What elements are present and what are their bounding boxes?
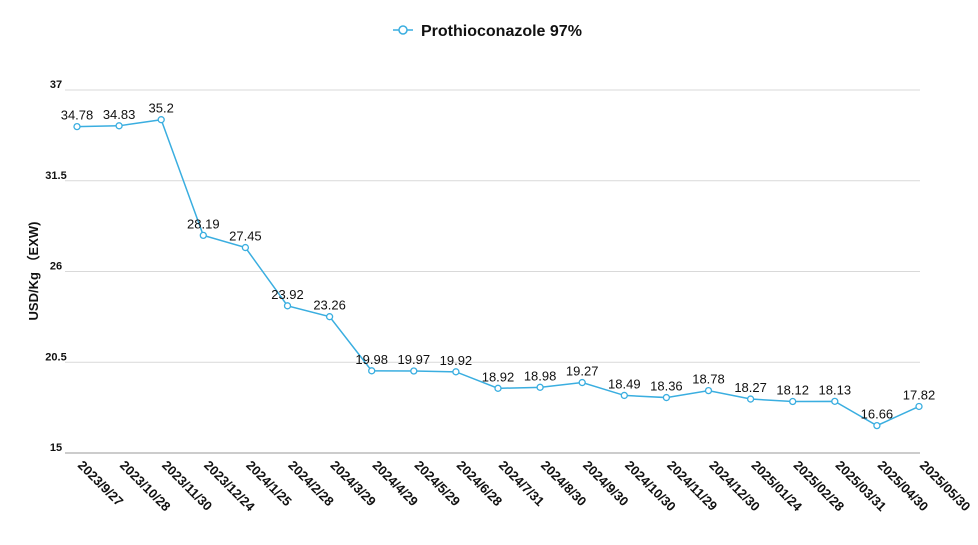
data-label: 23.26 (313, 298, 346, 313)
data-label: 18.78 (692, 372, 725, 387)
data-label: 18.92 (482, 369, 515, 384)
data-point (410, 367, 418, 375)
y-axis: 15 20.5 26 31.5 37 (45, 79, 66, 454)
data-label: 18.49 (608, 376, 641, 391)
data-label: 27.45 (229, 229, 262, 244)
y-tick-label: 20.5 (45, 351, 66, 363)
data-point (704, 386, 713, 395)
data-label: 18.12 (776, 383, 809, 398)
y-axis-label: USD/Kg （EXW) (26, 222, 41, 321)
data-point (368, 367, 376, 375)
series-prothioconazole (73, 116, 923, 430)
data-point (241, 243, 250, 252)
data-point (536, 383, 544, 391)
data-label: 19.98 (355, 352, 388, 367)
data-point (325, 313, 334, 321)
data-point (452, 368, 460, 376)
data-label: 19.97 (398, 352, 431, 367)
data-label: 19.92 (440, 353, 473, 368)
data-point (662, 393, 671, 402)
data-point (789, 397, 797, 406)
data-labels: 34.78 34.83 35.2 28.19 27.45 23.92 23.26 19.98 1… (61, 101, 936, 422)
data-point (620, 391, 628, 400)
data-label: 18.98 (524, 368, 557, 383)
legend-circle-marker (398, 25, 408, 35)
data-label: 35.2 (149, 101, 174, 116)
y-tick-label: 31.5 (45, 170, 66, 182)
x-axis: 2023/9/272023/10/282023/11/302023/12/242… (75, 458, 974, 515)
data-point (915, 402, 923, 411)
y-tick-label: 15 (50, 442, 62, 454)
y-tick-label: 26 (50, 261, 62, 273)
data-label: 16.66 (861, 407, 894, 422)
grid (65, 89, 920, 454)
data-point (73, 122, 81, 131)
data-point (115, 122, 123, 130)
data-label: 18.13 (819, 382, 852, 397)
data-point (746, 395, 755, 403)
data-point (199, 231, 207, 240)
data-point (157, 116, 165, 124)
data-label: 34.83 (103, 107, 136, 122)
data-point (283, 302, 292, 310)
data-point (831, 397, 839, 406)
data-label: 34.78 (61, 108, 94, 123)
data-point (494, 384, 502, 392)
data-label: 17.82 (903, 387, 936, 402)
data-label: 23.92 (271, 287, 304, 302)
y-tick-label: 37 (50, 79, 62, 91)
legend: Prothioconazole 97% (393, 23, 582, 40)
data-point (873, 421, 881, 430)
data-label: 19.27 (566, 364, 599, 379)
data-label: 18.36 (650, 379, 683, 394)
data-point (578, 378, 586, 387)
data-label: 28.19 (187, 216, 220, 231)
data-label: 18.27 (734, 380, 767, 395)
legend-label: Prothioconazole 97% (421, 23, 582, 40)
